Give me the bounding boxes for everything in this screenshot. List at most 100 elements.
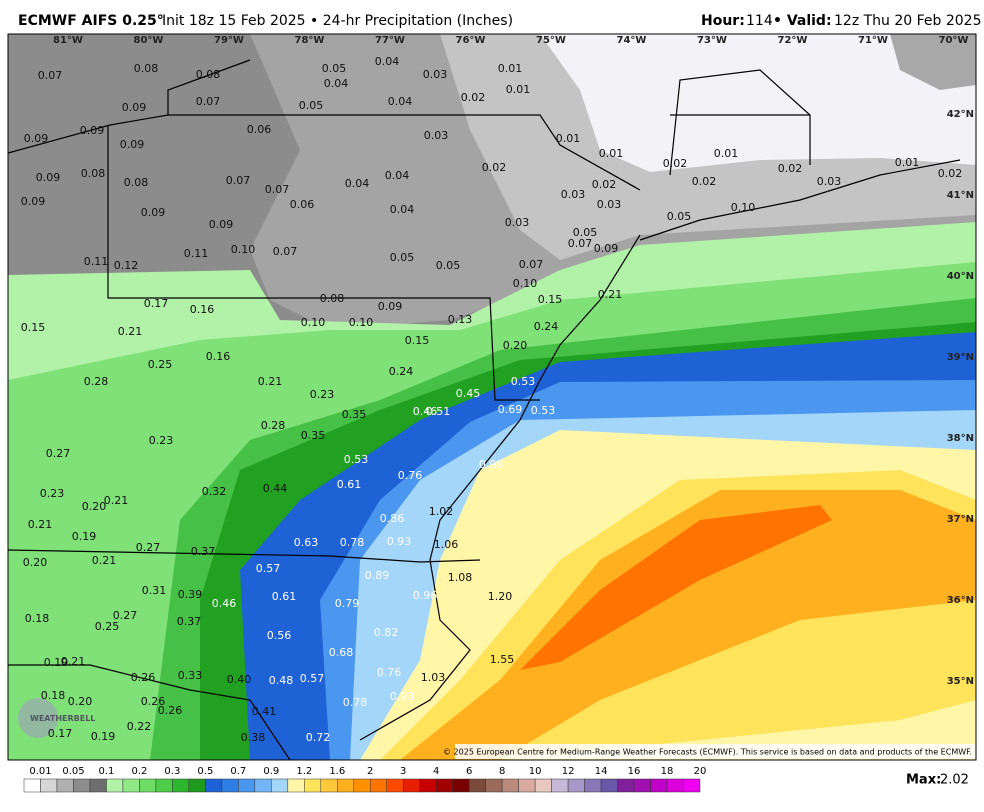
precip-value: 1.08 (448, 571, 473, 584)
precip-value: 0.01 (895, 156, 920, 169)
coastline (639, 159, 961, 241)
precip-value: 0.44 (263, 482, 288, 495)
colorbar-swatch (353, 778, 371, 793)
precip-value: 0.07 (226, 174, 251, 187)
precip-value: 0.01 (506, 83, 531, 96)
field-orange (400, 490, 976, 760)
logo-text: WEATHERBELL (30, 714, 95, 723)
precip-value: 0.33 (178, 669, 203, 682)
precip-value: 0.07 (38, 69, 63, 82)
lon-label: 71°W (858, 35, 888, 46)
precip-value: 0.15 (405, 334, 430, 347)
precip-value: 0.26 (158, 704, 183, 717)
precip-value: 0.19 (91, 730, 116, 743)
precip-value: 0.82 (374, 626, 399, 639)
lat-label: 41°N (947, 190, 974, 201)
precip-value: 0.11 (184, 247, 209, 260)
precip-value: 0.27 (46, 447, 71, 460)
colorbar-label: 20 (694, 766, 707, 777)
precip-value: 0.23 (149, 434, 174, 447)
precip-value: 0.12 (114, 259, 139, 272)
colorbar-swatch (89, 778, 107, 793)
precip-value: 0.69 (498, 403, 523, 416)
precip-value: 0.02 (778, 162, 803, 175)
precip-value: 0.04 (375, 55, 400, 68)
precip-value: 0.41 (252, 705, 277, 718)
precip-value: 0.53 (531, 404, 556, 417)
state-line (669, 69, 811, 176)
colorbar-label: 14 (595, 766, 608, 777)
precip-value: 0.19 (72, 530, 97, 543)
precip-value: 0.04 (388, 95, 413, 108)
lat-label: 36°N (947, 595, 974, 606)
lon-label: 81°W (53, 35, 83, 46)
precip-value: 0.10 (513, 277, 538, 290)
colorbar-swatch (56, 778, 74, 793)
precip-field (8, 34, 976, 760)
precip-value: 1.06 (434, 538, 459, 551)
colorbar-swatch (534, 778, 552, 793)
colorbar-swatch (23, 778, 41, 793)
precip-value: 0.31 (142, 584, 167, 597)
precip-value: 0.24 (389, 365, 414, 378)
precip-value: 0.93 (387, 535, 412, 548)
colorbar-swatch (501, 778, 519, 793)
precip-value: 0.02 (663, 157, 688, 170)
colorbar-label: 0.1 (98, 766, 114, 777)
precip-value: 0.86 (380, 512, 405, 525)
colorbar-swatch (468, 778, 486, 793)
lon-label: 74°W (617, 35, 647, 46)
colorbar-label: 10 (529, 766, 542, 777)
precip-value: 0.03 (424, 129, 449, 142)
precip-value: 0.04 (390, 203, 415, 216)
precip-value: 0.53 (511, 375, 536, 388)
lon-label: 75°W (536, 35, 566, 46)
precip-value: 0.17 (48, 727, 73, 740)
colorbar-swatch (551, 778, 569, 793)
colorbar-label: 4 (433, 766, 439, 777)
precip-value: 0.96 (413, 589, 438, 602)
precip-value: 0.15 (21, 321, 46, 334)
colorbar-label: 1.2 (296, 766, 312, 777)
precip-value: 0.57 (300, 672, 325, 685)
run-info: Init 18z 15 Feb 2025 • 24-hr Precipitati… (162, 13, 513, 29)
colorbar-swatch (666, 778, 684, 793)
colorbar-label: 3 (400, 766, 406, 777)
precip-value: 0.28 (261, 419, 286, 432)
precip-value: 0.10 (231, 243, 256, 256)
precip-value: 0.07 (196, 95, 221, 108)
precip-value: 0.05 (436, 259, 461, 272)
precip-value: 0.46 (413, 405, 438, 418)
precip-value: 0.07 (568, 237, 593, 250)
precip-value: 1.55 (490, 653, 515, 666)
precip-value: 0.23 (40, 487, 65, 500)
lat-label: 38°N (947, 433, 974, 444)
precip-value: 0.05 (667, 210, 692, 223)
precip-value: 0.06 (247, 123, 272, 136)
precip-value: 0.26 (131, 671, 156, 684)
precip-value: 0.20 (23, 556, 48, 569)
colorbar-swatch (139, 778, 157, 793)
precip-value: 0.23 (310, 388, 335, 401)
precip-value: 0.24 (534, 320, 559, 333)
precip-value: 0.28 (84, 375, 109, 388)
precip-value: 0.35 (301, 429, 326, 442)
colorbar-swatch (435, 778, 453, 793)
precip-value: 0.02 (692, 175, 717, 188)
precip-value: 0.39 (178, 588, 203, 601)
precip-value: 0.08 (196, 68, 221, 81)
colorbar-swatch (369, 778, 387, 793)
precip-value: 0.48 (269, 674, 294, 687)
precip-value: 0.09 (141, 206, 166, 219)
precip-value: 0.79 (335, 597, 360, 610)
precip-value: 0.09 (36, 171, 61, 184)
max-value: 2.02 (940, 773, 969, 788)
max-label: Max: (906, 773, 941, 788)
colorbar-swatch (617, 778, 635, 793)
precip-value: 0.40 (227, 673, 252, 686)
lat-label: 35°N (947, 676, 974, 687)
colorbar-swatch (238, 778, 256, 793)
boundaries (8, 59, 961, 760)
colorbar-label: 0.5 (197, 766, 213, 777)
